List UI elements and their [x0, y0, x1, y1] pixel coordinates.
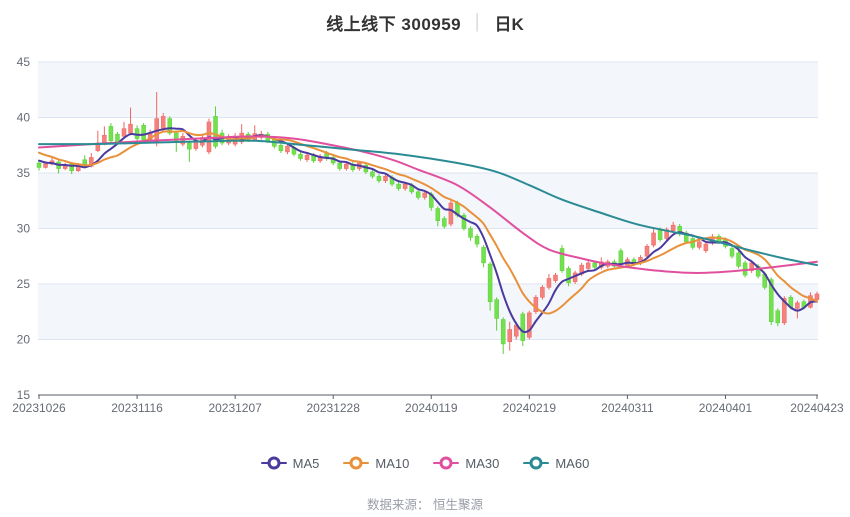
y-gridlines: [38, 61, 818, 340]
title-separator: │: [473, 13, 483, 31]
svg-text:20240119: 20240119: [405, 401, 458, 415]
svg-text:40: 40: [17, 111, 31, 125]
grid-bands: [38, 62, 818, 340]
svg-text:20240219: 20240219: [503, 401, 557, 415]
ma60-line: [38, 139, 818, 267]
svg-text:20240311: 20240311: [601, 401, 654, 415]
svg-text:20231207: 20231207: [208, 401, 262, 415]
data-source-label: 数据来源： 恒生聚源: [367, 498, 483, 512]
legend-label: MA60: [555, 455, 590, 471]
svg-text:45: 45: [17, 55, 31, 69]
legend-label: MA10: [375, 455, 410, 471]
legend-item-ma30[interactable]: MA30: [433, 456, 499, 471]
legend-line-circle-icon: [260, 456, 287, 470]
legend-item-ma60[interactable]: MA60: [523, 456, 589, 471]
chart-title-row: 线上线下 300959 │ 日K: [0, 10, 850, 34]
chart-legend: MA5 MA10 MA30 MA60: [0, 452, 850, 474]
svg-text:20240423: 20240423: [790, 401, 844, 415]
svg-text:20231026: 20231026: [12, 401, 66, 415]
svg-text:25: 25: [17, 277, 31, 291]
chart-title: 线上线下 300959: [326, 14, 462, 34]
legend-label: MA5: [292, 455, 320, 471]
y-axis-labels: 15 20 25 30 35 40 45: [17, 55, 31, 402]
legend-line-circle-icon: [433, 456, 460, 470]
svg-text:35: 35: [17, 166, 31, 180]
legend-line-circle-icon: [523, 456, 550, 470]
ma10-line: [38, 130, 818, 315]
svg-text:20240401: 20240401: [699, 401, 753, 415]
legend-item-ma10[interactable]: MA10: [343, 456, 409, 471]
svg-text:20231228: 20231228: [307, 401, 361, 415]
x-axis: [38, 394, 818, 399]
x-axis-labels: 20231026 20231116 20231207 20231228 20240119…: [12, 401, 844, 415]
legend-item-ma5[interactable]: MA5: [260, 455, 320, 471]
legend-label: MA30: [465, 455, 500, 471]
svg-text:20231116: 20231116: [111, 401, 163, 415]
svg-text:15: 15: [17, 388, 31, 402]
svg-text:20: 20: [17, 333, 31, 347]
period-label: 日K: [494, 14, 524, 34]
legend-line-circle-icon: [343, 456, 370, 470]
ma30-line: [38, 135, 818, 274]
svg-text:30: 30: [17, 222, 31, 236]
